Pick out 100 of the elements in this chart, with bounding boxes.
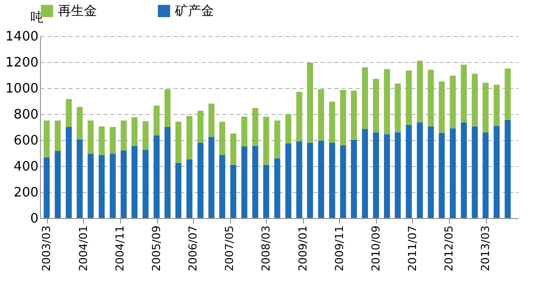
bar xyxy=(494,126,500,218)
bar xyxy=(252,146,258,218)
y-tick-label: 800 xyxy=(14,108,38,122)
bar xyxy=(318,89,324,141)
x-tick-label: 2009/11 xyxy=(333,226,346,272)
bar xyxy=(142,121,149,150)
bar xyxy=(340,145,346,218)
bar xyxy=(175,162,182,218)
bar xyxy=(504,120,511,218)
bar xyxy=(340,90,346,146)
x-tick-label: 2013/03 xyxy=(479,226,492,272)
legend-label: 矿产金 xyxy=(174,4,214,19)
x-tick-label: 2006/07 xyxy=(186,226,200,272)
bar xyxy=(450,128,456,218)
x-tick-label: 2004/11 xyxy=(114,226,127,272)
bar xyxy=(482,132,489,218)
bar xyxy=(350,90,357,140)
bar xyxy=(285,143,292,218)
bar xyxy=(230,134,236,165)
bar xyxy=(416,122,423,218)
bar xyxy=(450,76,456,128)
bar xyxy=(110,154,116,218)
bar xyxy=(164,89,171,127)
x-tick-label: 2011/07 xyxy=(406,226,419,272)
bar xyxy=(460,122,467,218)
bar xyxy=(186,160,192,218)
bar xyxy=(230,164,236,218)
bar xyxy=(329,102,336,143)
bar xyxy=(120,120,127,150)
bar xyxy=(44,158,50,218)
bar xyxy=(142,150,149,218)
bar xyxy=(350,140,357,218)
bar xyxy=(296,92,302,142)
bar xyxy=(197,110,204,143)
bar xyxy=(504,68,511,120)
bar xyxy=(494,84,500,126)
bar xyxy=(76,139,83,218)
bar xyxy=(285,114,292,144)
bar xyxy=(362,67,368,129)
bar xyxy=(373,78,380,132)
x-tick-label: 2003/03 xyxy=(40,226,54,272)
bar xyxy=(373,132,380,218)
bar xyxy=(66,99,72,127)
bar xyxy=(428,70,434,126)
bar xyxy=(54,120,61,152)
bar xyxy=(154,135,160,218)
bar xyxy=(263,116,270,165)
bar xyxy=(208,104,214,137)
bar xyxy=(208,136,214,218)
x-tick-label: 2010/09 xyxy=(370,226,383,272)
bar xyxy=(318,140,324,218)
bar xyxy=(132,146,138,218)
bar xyxy=(98,126,105,155)
bar xyxy=(54,151,61,218)
bar xyxy=(482,82,489,132)
bar xyxy=(98,154,105,218)
bar xyxy=(186,116,192,160)
x-tick-label: 2004/01 xyxy=(76,226,90,272)
legend-label: 再生金 xyxy=(58,4,97,19)
bar xyxy=(219,122,226,155)
bar xyxy=(252,108,258,146)
x-tick-label: 2007/05 xyxy=(223,226,236,272)
bar xyxy=(241,146,248,218)
bar xyxy=(197,142,204,218)
bar xyxy=(274,120,280,158)
bar xyxy=(154,106,160,136)
bar xyxy=(274,158,280,218)
bar xyxy=(362,128,368,218)
bar xyxy=(406,125,412,218)
bar xyxy=(110,127,116,154)
x-tick-label: 2008/03 xyxy=(260,226,273,272)
bar xyxy=(438,82,445,133)
bar xyxy=(416,60,423,122)
y-tick-label: 400 xyxy=(14,160,38,174)
bar xyxy=(76,106,83,140)
bar xyxy=(44,120,50,158)
bar xyxy=(384,134,390,218)
bar xyxy=(406,70,412,126)
bar xyxy=(120,150,127,218)
bar xyxy=(66,127,72,218)
bar xyxy=(307,62,314,143)
y-tick-label: 0 xyxy=(30,212,38,226)
bar xyxy=(472,74,478,126)
bar xyxy=(175,122,182,163)
x-tick-label: 2005/09 xyxy=(150,226,164,272)
x-tick-label: 2012/05 xyxy=(442,226,456,272)
y-tick-label: 600 xyxy=(14,134,38,148)
y-tick-label: 1200 xyxy=(5,56,38,70)
bar xyxy=(394,83,401,132)
y-tick-label: 200 xyxy=(14,186,38,200)
bar xyxy=(88,154,94,218)
bar xyxy=(241,116,248,146)
bar xyxy=(263,164,270,218)
bar xyxy=(219,154,226,218)
bar xyxy=(460,64,467,122)
bar xyxy=(428,126,434,218)
y-tick-label: 1000 xyxy=(5,82,38,96)
bar xyxy=(329,142,336,218)
bar xyxy=(307,142,314,218)
bar xyxy=(132,117,138,146)
